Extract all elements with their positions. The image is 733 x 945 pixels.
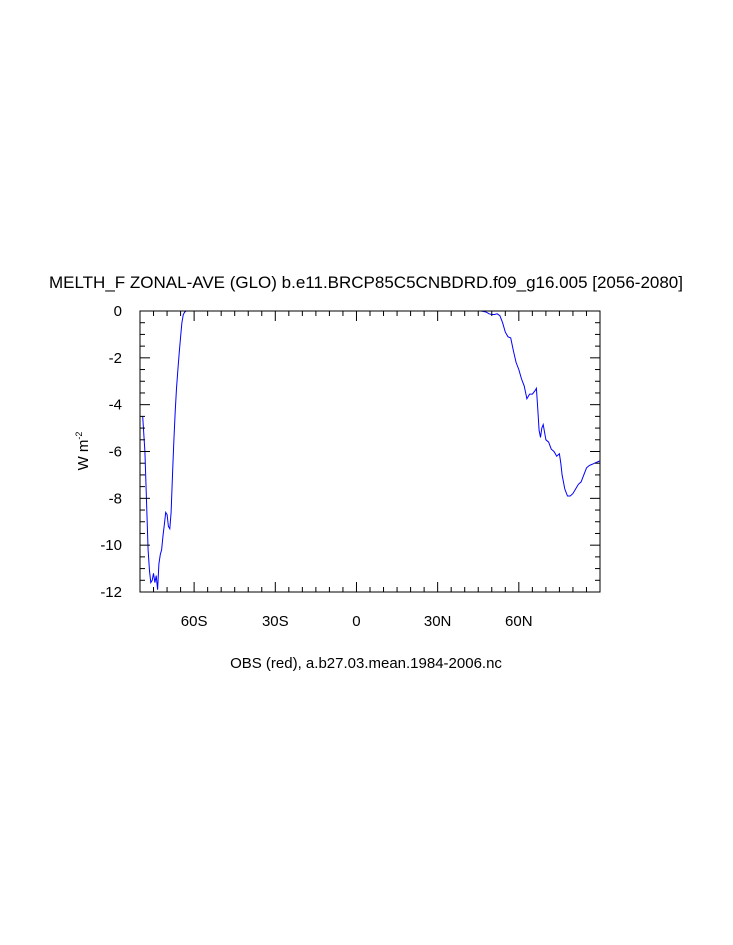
plot-frame <box>139 310 601 593</box>
y-tick-label: -10 <box>100 537 122 554</box>
y-tick-label: -2 <box>109 350 122 367</box>
series-line-2 <box>480 310 601 497</box>
y-axis-label-exponent: -2 <box>74 432 84 440</box>
x-tick-label: 0 <box>352 613 360 630</box>
tick-label-layer: 60S 30S 0 30N 60N 0 -2 -4 -6 -8 -10 -12 <box>100 303 532 630</box>
y-tick-label: 0 <box>114 303 122 320</box>
y-axis-label-base: W m <box>75 440 92 471</box>
series-line-1 <box>142 310 203 590</box>
y-tick-label: -8 <box>109 490 122 507</box>
y-tick-label: -4 <box>109 397 122 414</box>
x-axis-label: OBS (red), a.b27.03.mean.1984-2006.nc <box>230 655 502 672</box>
chart-title: MELTH_F ZONAL-AVE (GLO) b.e11.BRCP85C5CN… <box>49 273 683 292</box>
y-tick-label: -12 <box>100 584 122 601</box>
y-tick-label: -6 <box>109 444 122 461</box>
x-tick-label: 30S <box>262 613 289 630</box>
x-tick-label: 60S <box>181 613 208 630</box>
series-layer <box>142 310 601 590</box>
tick-layer <box>139 310 600 593</box>
y-axis-label: W m-2 <box>74 432 92 471</box>
x-tick-label: 30N <box>424 613 452 630</box>
x-tick-label: 60N <box>505 613 533 630</box>
